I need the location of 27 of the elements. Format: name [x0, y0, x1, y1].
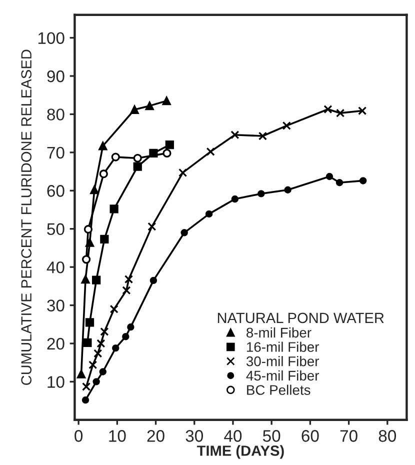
y-tick-label: 30 — [47, 300, 64, 312]
x-tick-label: 50 — [262, 430, 280, 442]
x-tick-label: 10 — [109, 430, 126, 442]
x-tick-label: 30 — [186, 430, 203, 442]
y-tick-label: 40 — [46, 261, 64, 274]
y-tick-label: 100 — [38, 32, 64, 44]
legend-label: 8-mil Fiber — [246, 327, 312, 338]
x-tick-label: 0 — [74, 430, 83, 442]
y-tick-label: 70 — [47, 146, 64, 159]
x-axis-title: TIME (DAYS) — [196, 445, 284, 459]
x-tick-label: 60 — [302, 430, 319, 442]
y-axis-title: CUMULATIVE PERCENT FLURIDONE RELEASED — [21, 50, 32, 385]
legend-label: 45-mil Fiber — [246, 370, 320, 381]
x-tick-label: 20 — [147, 430, 164, 442]
x-tick-label: 40 — [224, 430, 242, 442]
legend-label: 16-mil Fiber — [246, 342, 320, 352]
y-tick-label: 10 — [48, 376, 64, 388]
y-tick-label: 80 — [47, 108, 64, 120]
y-tick-label: 60 — [47, 185, 64, 197]
legend-label: 30-mil Fiber — [246, 356, 320, 366]
y-tick-label: 20 — [47, 338, 64, 350]
legend-title: NATURAL POND WATER — [218, 312, 384, 324]
y-tick-label: 90 — [47, 70, 64, 82]
y-tick-label: 50 — [47, 223, 64, 236]
x-tick-label: 70 — [340, 430, 358, 442]
legend-label: BC Pellets — [247, 384, 310, 395]
x-tick-label: 80 — [378, 430, 396, 442]
